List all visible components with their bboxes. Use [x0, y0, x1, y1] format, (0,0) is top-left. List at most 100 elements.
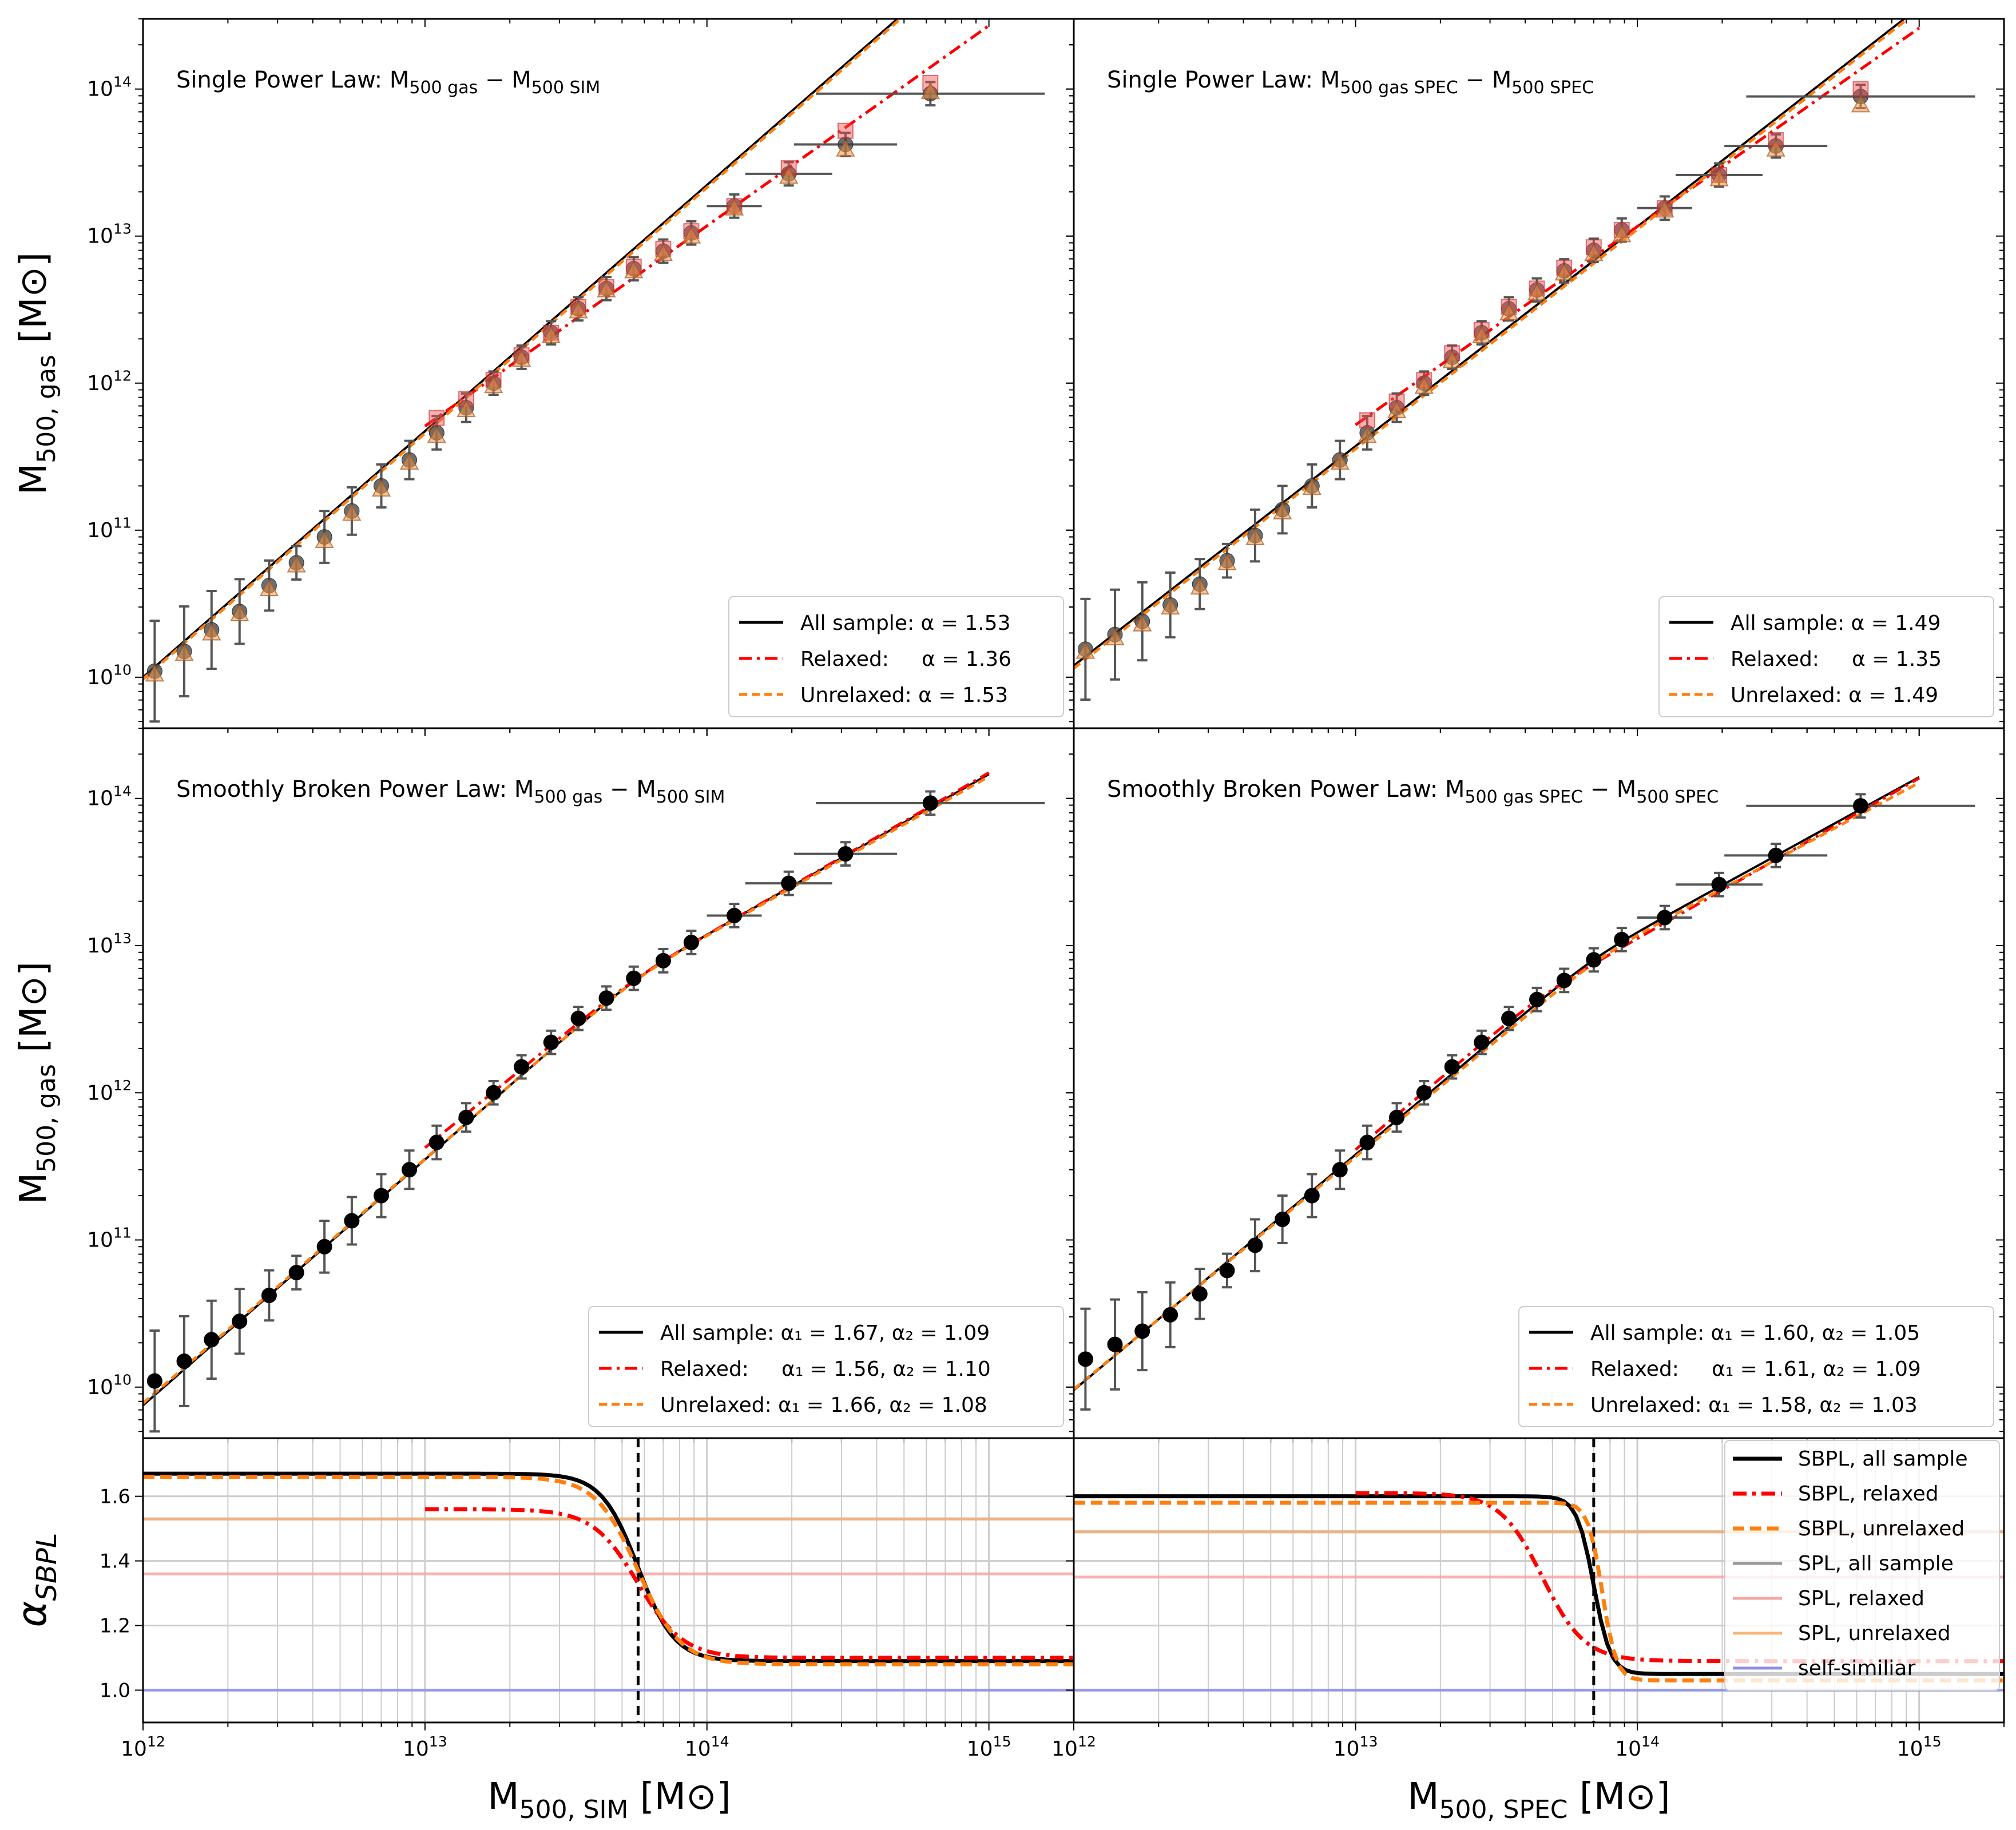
title-main: Smoothly Broken Power Law: M [176, 776, 534, 803]
title-mid: − M [1583, 776, 1636, 803]
data-point-all [428, 1134, 445, 1150]
plot-area [143, 771, 1045, 1433]
data-point-unrelaxed [1655, 200, 1674, 218]
y-tick-label-base: 10 [87, 1229, 113, 1252]
x-tick-label-base: 10 [1897, 1737, 1923, 1761]
x-axis-label-sim-unit: [M⊙] [628, 1776, 731, 1818]
y-tick-label-base: 10 [87, 225, 113, 248]
data-point-unrelaxed [287, 555, 306, 573]
data-point-unrelaxed [315, 530, 334, 548]
x-ticks: 1012 1013 1014 1015 [121, 1722, 1074, 1761]
y-tick-label-base: 10 [87, 1081, 113, 1105]
data-point-all [1614, 931, 1630, 947]
alpha-sub: SBPL [31, 1533, 63, 1601]
data-point-all [1162, 1307, 1178, 1323]
legend-label: All sample: α₁ = 1.60, α₂ = 1.05 [1590, 1321, 1920, 1345]
alpha-symbol: α [9, 1601, 55, 1627]
y-tick-label-exp: 12 [113, 368, 132, 384]
panel-title: Smoothly Broken Power Law: M500 gas SPEC… [1107, 776, 1719, 807]
data-point-unrelaxed [1190, 577, 1209, 595]
fit-line-unrelaxed [1074, 19, 1910, 670]
data-point-all [1501, 1010, 1517, 1026]
y-tick-label-exp: 13 [113, 220, 132, 237]
x-tick-label-base: 10 [1334, 1737, 1360, 1761]
data-point-unrelaxed [681, 226, 701, 244]
x-tick-label: 1014 [1615, 1733, 1660, 1761]
legend-label: Unrelaxed: α = 1.49 [1731, 684, 1938, 707]
x-tick-label-exp: 14 [1641, 1733, 1660, 1750]
sbpl-curve-sbpl-relaxed [424, 1507, 1074, 1660]
fit-line-relaxed [1354, 777, 1920, 1151]
data-point-unrelaxed [259, 579, 279, 597]
legend-label: Relaxed: α = 1.35 [1731, 648, 1942, 671]
panel-top-right: Single Power Law: M500 gas SPEC − M500 S… [1066, 18, 2005, 736]
data-point-all [1711, 876, 1727, 892]
data-point-all [261, 1287, 277, 1303]
x-tick-label-base: 10 [121, 1737, 147, 1761]
data-point-all [1389, 1109, 1405, 1125]
legend-label: Relaxed: α₁ = 1.61, α₂ = 1.09 [1590, 1357, 1921, 1381]
y-tick-label: 1010 [87, 662, 132, 689]
legend-label: SPL, unrelaxed [1798, 1622, 1951, 1645]
data-point-relaxed [428, 410, 445, 426]
title-mid: − M [1458, 67, 1511, 93]
y-tick-label: 1012 [87, 368, 132, 395]
legend-box [728, 596, 1064, 717]
data-point-relaxed [837, 122, 854, 139]
y-tick-label: 1.6 [100, 1486, 130, 1509]
title-sub1: 500 gas [409, 78, 478, 98]
data-point-unrelaxed [920, 82, 940, 100]
y-axis-label-top-unit: [M⊙] [13, 252, 55, 355]
x-axis-label-sim-main: M [487, 1776, 519, 1818]
x-tick-label-exp: 15 [1923, 1733, 1942, 1750]
y-axis-label-mid-main: M [13, 1173, 55, 1204]
legend-box [1658, 596, 1994, 717]
data-point-unrelaxed [1709, 169, 1729, 186]
x-tick-label: 1012 [121, 1733, 165, 1761]
x-tick-label: 1013 [1334, 1733, 1378, 1761]
x-tick-label: 1013 [403, 1733, 447, 1761]
legend: SBPL, all sample SBPL, relaxed SBPL, unrel… [1724, 1440, 2000, 1691]
fit-line-unrelaxed [143, 19, 903, 681]
title-mid: − M [478, 67, 531, 93]
data-point-unrelaxed [511, 350, 531, 367]
legend: All sample: α₁ = 1.67, α₂ = 1.09 Relaxed:… [588, 1306, 1064, 1427]
data-point-relaxed [1359, 412, 1375, 428]
x-axis-label-sim-sub: 500, SIM [519, 1795, 629, 1824]
data-point-all [598, 990, 614, 1006]
data-point-all [1332, 1162, 1348, 1178]
data-point-unrelaxed [145, 664, 165, 682]
y-axis-label-mid-sub: 500, gas [32, 1064, 61, 1173]
y-axis-label-mid-unit: [M⊙] [13, 962, 55, 1064]
title-sub2: 500 SIM [656, 787, 725, 807]
y-tick-label: 1014 [87, 73, 132, 101]
y-tick-label-base: 10 [87, 787, 113, 811]
data-point-all [1134, 1323, 1150, 1339]
x-tick-label-exp: 12 [1078, 1733, 1096, 1750]
title-sub1: 500 gas [534, 787, 602, 807]
y-tick-label-base: 10 [87, 1376, 113, 1399]
title-main: Single Power Law: M [1107, 67, 1340, 93]
data-point-unrelaxed [779, 166, 799, 184]
legend-label: Unrelaxed: α₁ = 1.66, α₂ = 1.08 [660, 1394, 987, 1417]
x-tick-label: 1014 [685, 1733, 729, 1761]
data-point-all [1219, 1263, 1235, 1279]
y-tick-label-exp: 13 [113, 930, 132, 947]
data-point-unrelaxed [624, 261, 644, 279]
sbpl-curve-sbpl-unrelaxed [1074, 1500, 2004, 1683]
data-point-all [781, 875, 797, 891]
y-tick-label-exp: 12 [113, 1077, 132, 1094]
sbpl-curve-sbpl-unrelaxed [143, 1475, 1074, 1666]
title-sub1: 500 gas SPEC [1465, 787, 1582, 807]
x-tick-label-base: 10 [1615, 1737, 1641, 1761]
y-tick-label-exp: 10 [113, 1372, 132, 1388]
legend-label: All sample: α = 1.53 [800, 612, 1010, 635]
data-point-all [458, 1109, 474, 1125]
y-tick-label: 1.4 [100, 1550, 130, 1573]
y-tick-label-exp: 10 [113, 662, 132, 678]
data-point-all [486, 1085, 502, 1101]
data-point-all [1768, 847, 1784, 863]
y-axis-label-top-main: M [13, 463, 55, 495]
